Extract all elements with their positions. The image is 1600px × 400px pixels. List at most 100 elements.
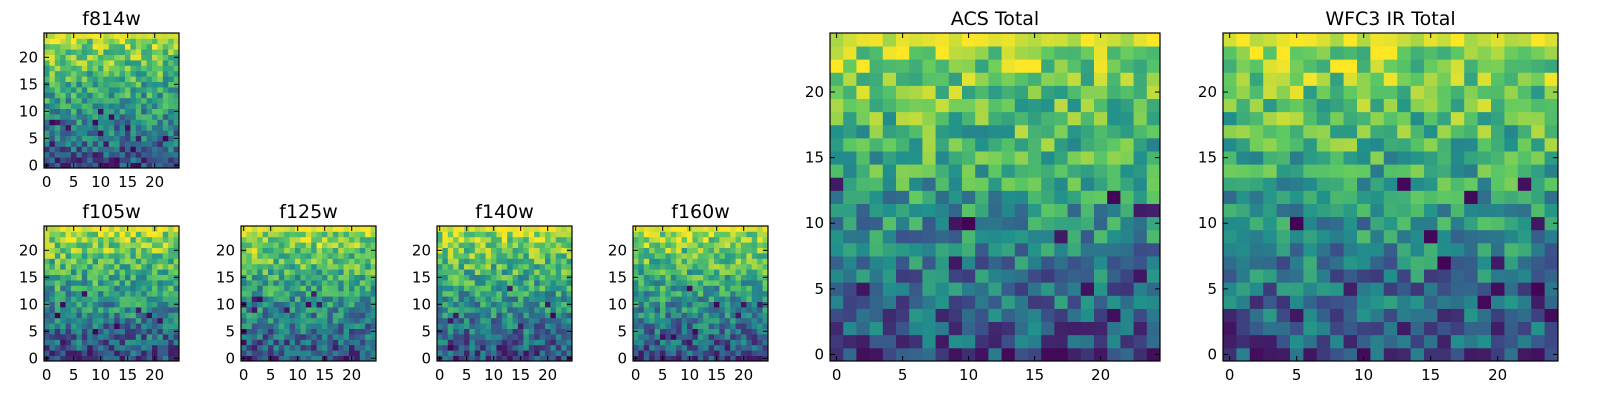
heatmap-cell xyxy=(114,54,120,61)
heatmap-cell xyxy=(251,355,258,362)
heatmap-cell xyxy=(1504,164,1519,178)
heatmap-cell xyxy=(1107,269,1121,283)
heatmap-cell xyxy=(469,334,476,340)
heatmap-cell xyxy=(305,263,312,270)
heatmap-cell xyxy=(561,236,567,243)
heatmap-cell xyxy=(869,190,884,204)
heatmap-cell xyxy=(1383,242,1398,257)
heatmap-cell xyxy=(1054,347,1068,362)
heatmap-cell xyxy=(496,312,503,319)
heatmap-cell xyxy=(157,33,164,39)
heatmap-cell xyxy=(49,312,56,319)
heatmap-cell xyxy=(173,33,180,39)
heatmap-cell xyxy=(92,65,99,72)
heatmap-cell xyxy=(539,253,546,259)
heatmap-cell xyxy=(60,33,66,39)
heatmap-cell xyxy=(746,247,753,254)
heatmap-cell xyxy=(1437,124,1452,139)
heatmap-cell xyxy=(1504,59,1519,73)
heatmap-cell xyxy=(119,97,126,104)
heatmap-cell xyxy=(92,317,99,324)
heatmap-cell xyxy=(173,130,180,136)
heatmap-cell xyxy=(869,151,884,165)
heatmap-cell xyxy=(135,141,142,147)
heatmap-cell xyxy=(354,253,361,259)
heatmap-cell xyxy=(1424,46,1438,60)
heatmap-cell xyxy=(60,307,66,313)
heatmap-cell xyxy=(830,203,844,218)
heatmap-cell xyxy=(485,328,492,335)
heatmap-cell xyxy=(1330,177,1344,191)
heatmap-cell xyxy=(268,296,274,302)
heatmap-cell xyxy=(152,76,158,82)
heatmap-cell xyxy=(49,334,56,340)
heatmap-cell xyxy=(251,350,258,356)
heatmap-cell xyxy=(458,258,465,265)
heatmap-cell xyxy=(1028,164,1042,178)
heatmap-cell xyxy=(168,43,174,50)
heatmap-cell xyxy=(54,38,61,45)
heatmap-cell xyxy=(1001,295,1016,309)
heatmap-cell xyxy=(87,339,93,346)
heatmap-cell xyxy=(71,323,77,329)
heatmap-cell xyxy=(501,312,508,319)
heatmap-cell xyxy=(1236,151,1251,165)
x-tick-label: 0 xyxy=(239,366,249,384)
heatmap-cell xyxy=(757,339,763,346)
heatmap-cell xyxy=(681,344,688,351)
heatmap-cell xyxy=(948,137,963,152)
heatmap-cell xyxy=(65,236,72,243)
heatmap-cell xyxy=(1397,256,1411,270)
heatmap-cell xyxy=(268,280,274,286)
heatmap-cell xyxy=(162,146,169,153)
heatmap-cell xyxy=(676,231,682,238)
heatmap-cell xyxy=(1290,124,1304,139)
heatmap-cell xyxy=(81,355,88,362)
heatmap-cell xyxy=(284,247,290,254)
heatmap-cell xyxy=(1450,334,1465,349)
heatmap-cell xyxy=(469,280,476,286)
heatmap-cell xyxy=(152,87,158,93)
heatmap-cell xyxy=(49,119,56,126)
heatmap-cell xyxy=(76,135,83,142)
heatmap-cell xyxy=(512,274,519,281)
heatmap-cell xyxy=(49,339,56,346)
heatmap-cell xyxy=(1437,177,1452,191)
heatmap-cell xyxy=(703,317,709,324)
heatmap-cell xyxy=(1146,242,1161,257)
heatmap-cell xyxy=(665,274,672,281)
heatmap-cell xyxy=(869,334,884,349)
heatmap-cell xyxy=(1477,59,1492,73)
heatmap-cell xyxy=(257,317,263,324)
heatmap-cell xyxy=(119,33,126,39)
heatmap-cell xyxy=(1437,216,1452,231)
heatmap-cell xyxy=(469,307,476,313)
heatmap-cell xyxy=(1290,216,1304,231)
heatmap-cell xyxy=(464,290,470,297)
x-tick-label: 5 xyxy=(69,173,79,191)
heatmap-cell xyxy=(507,328,513,335)
heatmap-cell xyxy=(305,312,312,319)
heatmap-cell xyxy=(284,231,290,238)
heatmap-cell xyxy=(322,334,328,340)
heatmap-cell xyxy=(464,296,470,302)
heatmap-cell xyxy=(714,258,720,265)
heatmap-cell xyxy=(359,247,366,254)
heatmap-cell xyxy=(962,137,976,152)
heatmap-cell xyxy=(687,280,693,286)
heatmap-cell xyxy=(1041,347,1055,362)
heatmap-cell xyxy=(660,242,666,248)
heatmap-cell xyxy=(1357,98,1371,113)
heatmap-cell xyxy=(98,285,104,292)
heatmap-cell xyxy=(762,258,769,265)
heatmap-cell xyxy=(119,81,126,88)
heatmap-cell xyxy=(295,236,301,243)
heatmap-cell xyxy=(447,247,454,254)
heatmap-cell xyxy=(869,308,884,323)
heatmap-cell xyxy=(638,323,645,329)
heatmap-cell xyxy=(1223,256,1237,270)
heatmap-cell xyxy=(507,290,513,297)
heatmap-cell xyxy=(1107,216,1121,231)
heatmap-cell xyxy=(1080,177,1095,191)
heatmap-cell xyxy=(507,236,513,243)
